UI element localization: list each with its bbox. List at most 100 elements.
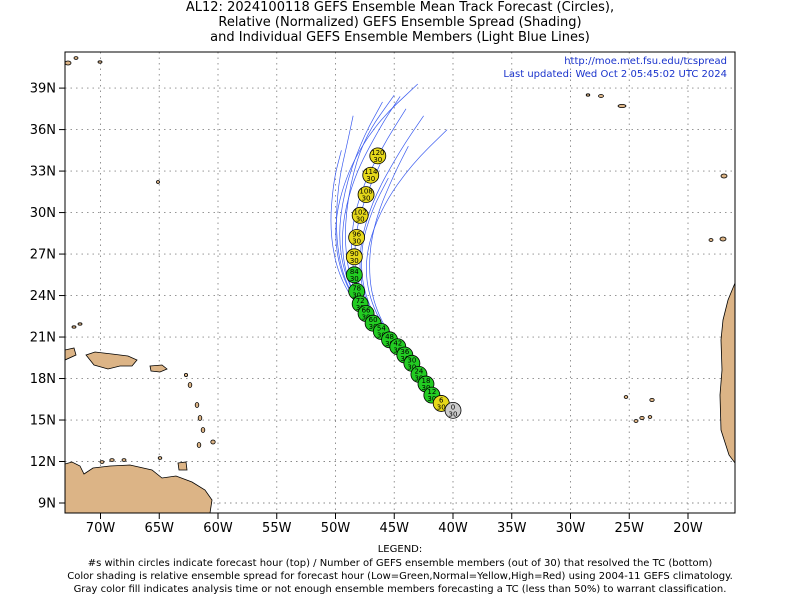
legend-line-3: Gray color fill indicates analysis time … bbox=[73, 584, 727, 595]
lat-label: 36N bbox=[30, 123, 56, 138]
title-line-2: Relative (Normalized) GEFS Ensemble Spre… bbox=[218, 15, 582, 30]
forecast-hour-label: 30 bbox=[407, 356, 416, 364]
axis-ticks: 9N 12N 15N 18N 21N 24N 27N 30N 33N 36N 39N 70W 65W 60… bbox=[30, 82, 703, 536]
member-count-label: 30 bbox=[437, 403, 446, 411]
spread-circle bbox=[348, 229, 366, 246]
member-count-label: 30 bbox=[350, 275, 359, 283]
spread-circle bbox=[444, 401, 462, 419]
member-count-label: 30 bbox=[350, 257, 359, 265]
forecast-hour-label: 90 bbox=[350, 250, 359, 258]
spread-circle bbox=[351, 206, 369, 224]
forecast-hour-label: 120 bbox=[371, 149, 384, 157]
lon-label: 35W bbox=[497, 521, 527, 536]
forecast-hour-label: 6 bbox=[439, 396, 444, 404]
greenland-fragment bbox=[73, 56, 79, 60]
forecast-hour-label: 102 bbox=[353, 208, 366, 216]
forecast-hour-label: 36 bbox=[400, 348, 409, 356]
member-count-label: 30 bbox=[352, 237, 361, 245]
forecast-hour-label: 54 bbox=[377, 325, 386, 333]
lat-label: 39N bbox=[30, 82, 56, 97]
forecast-hour-label: 96 bbox=[352, 230, 361, 238]
land-masses bbox=[65, 56, 735, 513]
trinidad-land bbox=[177, 461, 188, 471]
member-count-label: 30 bbox=[362, 195, 371, 203]
cape-verde-island bbox=[647, 415, 653, 419]
forecast-hour-label: 114 bbox=[364, 168, 378, 176]
lesser-antilles-island bbox=[196, 442, 202, 448]
map-grid bbox=[65, 52, 735, 513]
lat-label: 24N bbox=[30, 289, 56, 304]
member-count-label: 30 bbox=[427, 395, 436, 403]
lon-label: 50W bbox=[321, 521, 351, 536]
ensemble-member-tracks bbox=[330, 83, 454, 411]
lat-label: 12N bbox=[30, 455, 56, 470]
lon-label: 40W bbox=[438, 521, 468, 536]
legend-line-1: #s within circles indicate forecast hour… bbox=[87, 558, 713, 569]
forecast-hour-label: 12 bbox=[427, 388, 436, 396]
mean-track-circles: 1203011430108301023096309030843078307230… bbox=[345, 147, 462, 419]
member-count-label: 30 bbox=[449, 410, 458, 418]
lat-label: 21N bbox=[30, 331, 56, 346]
lon-label: 25W bbox=[615, 521, 645, 536]
title-line-1: AL12: 2024100118 GEFS Ensemble Mean Trac… bbox=[185, 0, 615, 15]
lon-label: 20W bbox=[673, 521, 703, 536]
lat-label: 15N bbox=[30, 414, 56, 429]
lesser-antilles-island bbox=[183, 372, 188, 377]
forecast-hour-label: 42 bbox=[393, 340, 402, 348]
member-count-label: 30 bbox=[407, 363, 416, 371]
member-count-label: 30 bbox=[373, 156, 382, 164]
spread-circle bbox=[362, 166, 380, 184]
forecast-hour-label: 66 bbox=[362, 307, 371, 315]
lat-label: 30N bbox=[30, 206, 56, 221]
forecast-hour-label: 60 bbox=[369, 316, 378, 324]
spread-circle bbox=[369, 147, 387, 165]
member-count-label: 30 bbox=[362, 314, 371, 322]
lat-label: 18N bbox=[30, 372, 56, 387]
cape-verde-island bbox=[639, 415, 645, 420]
forecast-hour-label: 78 bbox=[352, 284, 361, 292]
member-count-label: 30 bbox=[385, 340, 394, 348]
cape-verde-island bbox=[649, 397, 655, 402]
member-count-label: 30 bbox=[377, 332, 386, 340]
spread-circle bbox=[345, 266, 363, 284]
lon-label: 55W bbox=[262, 521, 292, 536]
azores-island bbox=[598, 94, 604, 98]
lat-label: 27N bbox=[30, 248, 56, 263]
hispaniola-land bbox=[85, 351, 138, 370]
forecast-hour-label: 24 bbox=[414, 367, 423, 375]
africa-land bbox=[719, 282, 735, 464]
forecast-hour-label: 72 bbox=[356, 297, 365, 305]
cape-verde-island bbox=[623, 395, 629, 399]
source-url[interactable]: http://moe.met.fsu.edu/tcspread bbox=[564, 56, 727, 67]
spread-circle bbox=[357, 186, 375, 203]
bermuda-island bbox=[156, 180, 160, 184]
forecast-hour-label: 48 bbox=[385, 333, 394, 341]
member-count-label: 30 bbox=[366, 175, 375, 183]
puerto-rico-land bbox=[149, 364, 168, 373]
map-frame bbox=[64, 51, 736, 514]
canary-island bbox=[708, 238, 714, 242]
lesser-antilles-island bbox=[71, 325, 77, 329]
member-count-label: 30 bbox=[422, 384, 431, 392]
greenland-fragment bbox=[65, 60, 72, 66]
lesser-antilles-island bbox=[210, 439, 216, 445]
madeira-island bbox=[720, 173, 728, 179]
lon-label: 65W bbox=[145, 521, 175, 536]
mean-track-point: 030 bbox=[444, 401, 462, 419]
member-count-label: 30 bbox=[369, 323, 378, 331]
lon-label: 70W bbox=[86, 521, 116, 536]
lon-label: 45W bbox=[380, 521, 410, 536]
forecast-hour-label: 84 bbox=[350, 268, 359, 276]
title-line-3: and Individual GEFS Ensemble Members (Li… bbox=[210, 30, 590, 45]
forecast-hour-label: 0 bbox=[451, 403, 455, 411]
lesser-antilles-island bbox=[187, 382, 193, 388]
lon-label: 30W bbox=[556, 521, 586, 536]
spread-circle bbox=[345, 248, 363, 266]
